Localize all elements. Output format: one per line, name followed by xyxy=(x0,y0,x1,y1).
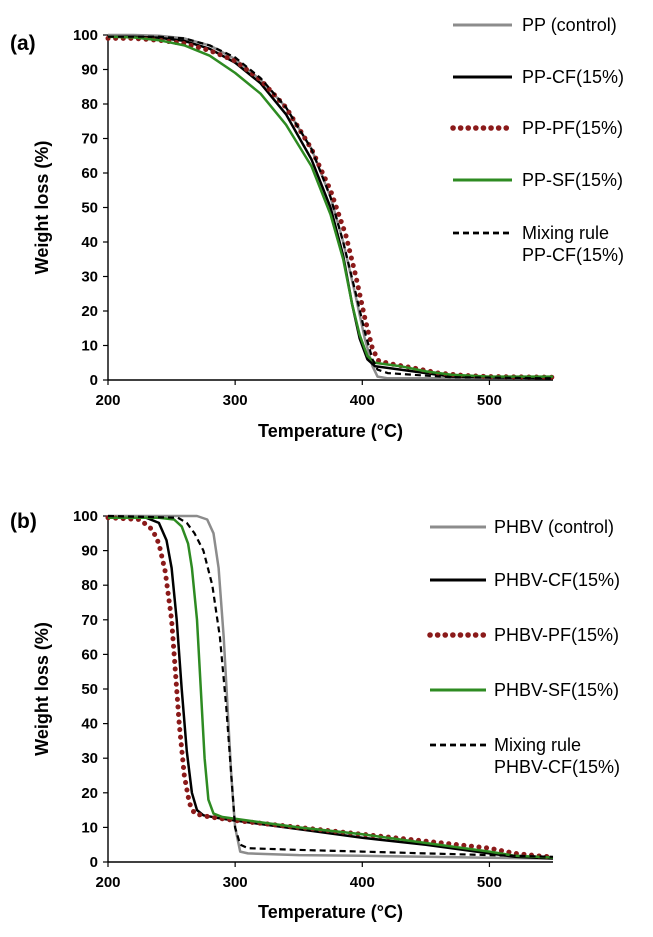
plot-area xyxy=(105,514,556,860)
x-tick-label: 500 xyxy=(477,392,502,409)
y-tick-label: 60 xyxy=(81,646,98,663)
x-tick-label: 200 xyxy=(95,392,120,409)
series-line-a-1 xyxy=(108,35,554,380)
y-tick-label: 10 xyxy=(81,338,98,355)
x-tick-label: 300 xyxy=(223,392,248,409)
y-tick-label: 70 xyxy=(81,131,98,148)
y-tick-label: 90 xyxy=(81,543,98,560)
y-tick-label: 0 xyxy=(90,372,98,389)
y-axis-title: Weight loss (%) xyxy=(32,141,52,275)
x-tick-label: 200 xyxy=(95,874,120,891)
y-tick-label: 60 xyxy=(81,165,98,182)
series-line-b-2 xyxy=(105,515,556,860)
legend-label: PHBV-CF(15%) xyxy=(494,757,620,777)
axes: 0 10 20 30 40 50 60 70 80 90 100 200 300 400 500 xyxy=(73,27,553,409)
chart-panel-a: 0 10 20 30 40 50 60 70 80 90 100 200 300 400 500 Temper… xyxy=(10,15,624,441)
legend-label: PHBV-PF(15%) xyxy=(494,625,619,645)
legend-label: Mixing rule xyxy=(494,735,581,755)
legend: PP (control) PP-CF(15%) PP-PF(15%) PP-SF(15… xyxy=(450,15,624,265)
y-axis-title: Weight loss (%) xyxy=(32,622,52,756)
y-tick-label: 10 xyxy=(81,819,98,836)
x-tick-label: 500 xyxy=(477,874,502,891)
legend-label: PP (control) xyxy=(522,15,617,35)
y-tick-label: 70 xyxy=(81,612,98,629)
axes: 0 10 20 30 40 50 60 70 80 90 100 200 300 400 500 xyxy=(73,508,553,891)
y-tick-label: 30 xyxy=(81,269,98,286)
series-line-b-4 xyxy=(107,514,554,858)
x-tick-label: 400 xyxy=(350,874,375,891)
legend-label: PHBV (control) xyxy=(494,517,614,537)
y-tick-label: 80 xyxy=(81,577,98,594)
chart-panel-b: 0 10 20 30 40 50 60 70 80 90 100 200 300 400 500 Temper… xyxy=(10,508,620,922)
x-tick-label: 400 xyxy=(350,392,375,409)
y-tick-label: 90 xyxy=(81,62,98,79)
y-tick-label: 20 xyxy=(81,785,98,802)
y-tick-label: 40 xyxy=(81,716,98,733)
legend-label: PP-SF(15%) xyxy=(522,170,623,190)
legend: PHBV (control) PHBV-CF(15%) PHBV-PF(15%) PH… xyxy=(427,517,620,777)
series-line-b-1 xyxy=(108,516,554,860)
y-tick-label: 80 xyxy=(81,96,98,113)
legend-label: PP-CF(15%) xyxy=(522,67,624,87)
y-tick-label: 0 xyxy=(90,854,98,871)
y-tick-label: 20 xyxy=(81,303,98,320)
y-tick-label: 50 xyxy=(81,681,98,698)
panel-label: (a) xyxy=(10,32,36,55)
y-tick-label: 100 xyxy=(73,508,98,525)
legend-label: PP-PF(15%) xyxy=(522,118,623,138)
legend-label: PHBV-SF(15%) xyxy=(494,680,619,700)
series-line-a-4 xyxy=(108,35,554,380)
legend-label: Mixing rule xyxy=(522,223,609,243)
legend-label: PP-CF(15%) xyxy=(522,245,624,265)
x-axis-title: Temperature (°C) xyxy=(258,421,403,441)
series-line-b-3 xyxy=(108,516,554,859)
y-tick-label: 50 xyxy=(81,200,98,217)
series-line-a-3 xyxy=(107,35,553,378)
plot-area xyxy=(105,33,556,380)
x-tick-label: 300 xyxy=(223,874,248,891)
x-axis-title: Temperature (°C) xyxy=(258,902,403,922)
series-line-b-0 xyxy=(108,514,554,860)
legend-label: PHBV-CF(15%) xyxy=(494,570,620,590)
y-tick-label: 40 xyxy=(81,234,98,251)
y-tick-label: 100 xyxy=(73,27,98,44)
y-tick-label: 30 xyxy=(81,750,98,767)
panel-label: (b) xyxy=(10,510,37,533)
